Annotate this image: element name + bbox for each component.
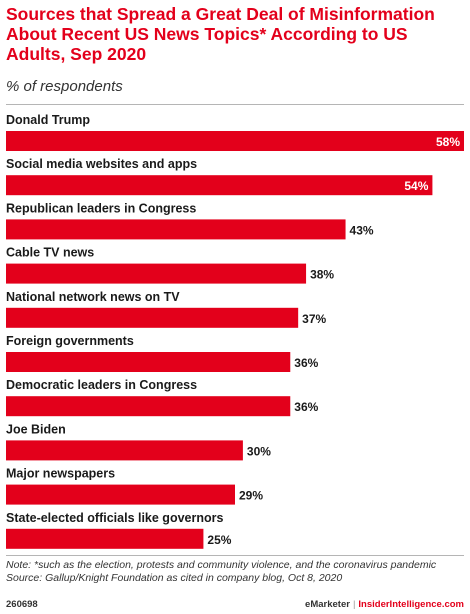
footer-brand: eMarketer | InsiderIntelligence.com: [305, 599, 464, 610]
chart-title: Sources that Spread a Great Deal of Misi…: [6, 4, 435, 64]
bar-row: Republican leaders in Congress 43%: [6, 201, 374, 240]
bar-row: Democratic leaders in Congress 36%: [6, 378, 319, 417]
bar: [6, 440, 243, 461]
bar: [6, 131, 464, 151]
value-label: 36%: [294, 356, 318, 370]
bar-row: Cable TV news 38%: [6, 246, 334, 284]
category-label: Democratic leaders in Congress: [6, 378, 197, 392]
category-label: State-elected officials like governors: [6, 511, 223, 525]
value-label: 37%: [302, 312, 326, 326]
brand-insider-intelligence: InsiderIntelligence.com: [358, 599, 464, 610]
source-note: Source: Gallup/Knight Foundation as cite…: [6, 571, 343, 584]
bar: [6, 219, 346, 240]
bar: [6, 175, 433, 196]
bar-row: Major newspapers 29%: [6, 467, 263, 505]
footnote: Note: *such as the election, protests an…: [6, 559, 437, 571]
value-label: 38%: [310, 268, 334, 282]
bottom-divider: [6, 555, 464, 556]
chart-subtitle: % of respondents: [6, 78, 123, 95]
brand-separator: |: [352, 599, 356, 610]
top-divider: [6, 104, 464, 105]
value-label: 25%: [207, 533, 231, 547]
bar: [6, 484, 235, 505]
category-label: Republican leaders in Congress: [6, 201, 196, 215]
bar: [6, 352, 291, 372]
value-label: 58%: [436, 135, 460, 149]
value-label: 54%: [404, 179, 428, 193]
chart-id: 260698: [6, 599, 38, 610]
bar: [6, 263, 307, 284]
bar-row: Foreign governments 36%: [6, 334, 319, 372]
value-label: 29%: [239, 489, 263, 503]
category-label: Social media websites and apps: [6, 157, 197, 171]
value-label: 30%: [247, 444, 271, 458]
category-label: Joe Biden: [6, 422, 66, 436]
notes: Note: *such as the election, protests an…: [6, 559, 466, 584]
bar: [6, 307, 299, 328]
category-label: Cable TV news: [6, 246, 94, 260]
bar-row: Donald Trump 58%: [6, 113, 464, 151]
value-label: 43%: [350, 223, 374, 237]
bar-row: State-elected officials like governors 25…: [6, 511, 232, 549]
category-label: National network news on TV: [6, 290, 180, 304]
category-label: Foreign governments: [6, 334, 134, 348]
bar: [6, 396, 291, 417]
bar-row: Joe Biden 30%: [6, 422, 271, 461]
bar: [6, 528, 204, 549]
category-label: Donald Trump: [6, 113, 90, 127]
brand-emarketer: eMarketer: [305, 599, 350, 610]
category-label: Major newspapers: [6, 467, 115, 481]
bar-row: National network news on TV 37%: [6, 290, 327, 328]
bar-row: Social media websites and apps 54%: [6, 157, 433, 196]
value-label: 36%: [294, 400, 318, 414]
